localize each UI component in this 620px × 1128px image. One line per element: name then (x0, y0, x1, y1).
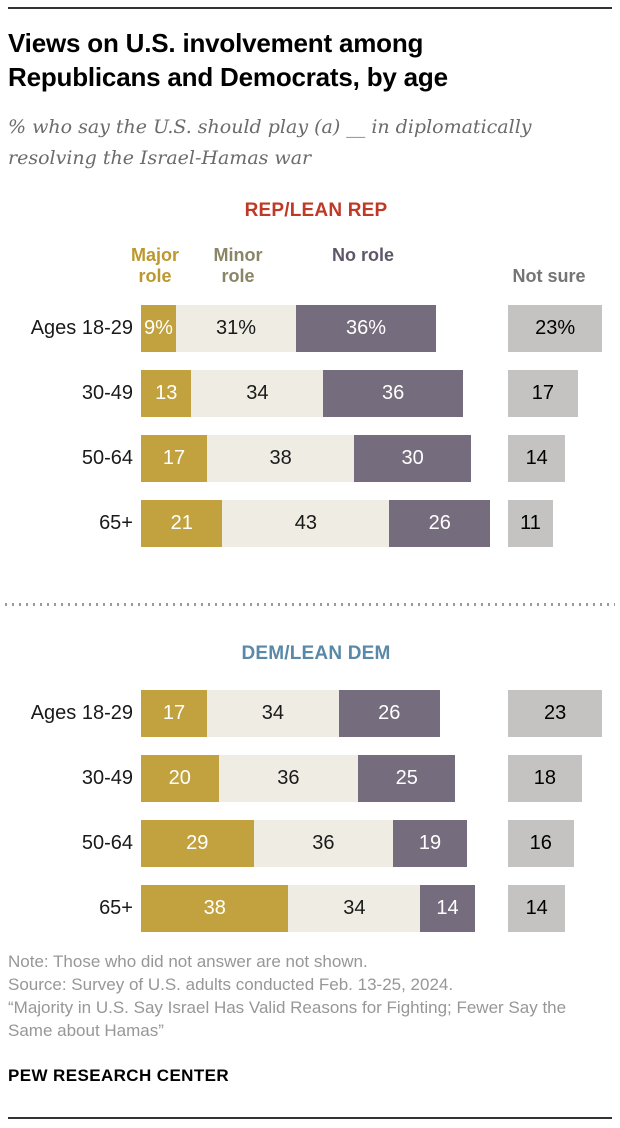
pew-research-center-wordmark: PEW RESEARCH CENTER (8, 1066, 230, 1085)
stacked-bar: 21 43 26 (141, 500, 491, 547)
age-group-label: 30-49 (81, 382, 133, 404)
no-role-segment: 25 (358, 755, 456, 802)
age-group-label: 65+ (99, 897, 133, 919)
no-role-segment: 26 (338, 690, 440, 737)
not-sure-bar: 23 (508, 690, 603, 737)
top-divider-line (8, 7, 612, 9)
age-group-label: Ages 18-29 (30, 317, 133, 339)
age-group-label: 30-49 (81, 767, 133, 789)
no-role-segment: 36% (296, 305, 436, 352)
minor-role-segment: 38 (206, 435, 355, 482)
not-sure-bar: 17 (508, 370, 578, 417)
table-row: Ages 18-29 17 34 26 23 (0, 690, 620, 737)
major-role-segment: 17 (141, 435, 207, 482)
dotted-section-divider (5, 603, 615, 606)
stacked-bar: 17 34 26 (141, 690, 440, 737)
chart-subtitle: % who say the U.S. should play (a) __ in… (8, 116, 532, 169)
minor-role-segment: 31% (175, 305, 297, 352)
table-row: 65+ 21 43 26 11 (0, 500, 620, 547)
stacked-bar: 9% 31% 36% (141, 305, 436, 352)
legend-no-role: No role (331, 245, 394, 265)
not-sure-bar: 14 (508, 885, 566, 932)
minor-role-segment: 34 (206, 690, 339, 737)
table-row: 50-64 29 36 19 16 (0, 820, 620, 867)
table-row: 50-64 17 38 30 14 (0, 435, 620, 482)
minor-role-segment: 36 (218, 755, 359, 802)
page-title: Views on U.S. involvement among Republic… (8, 28, 448, 92)
major-role-segment: 38 (141, 885, 289, 932)
not-sure-bar: 14 (508, 435, 566, 482)
stacked-bar: 38 34 14 (141, 885, 475, 932)
not-sure-bar: 23% (508, 305, 603, 352)
report-title-line: “Majority in U.S. Say Israel Has Valid R… (8, 998, 567, 1040)
footnotes: Note: Those who did not answer are not s… (8, 950, 588, 1042)
major-role-segment: 17 (141, 690, 207, 737)
dem-section-header: DEM/LEAN DEM (241, 643, 391, 664)
table-row: Ages 18-29 9% 31% 36% 23% (0, 305, 620, 352)
table-row: 30-49 13 34 36 17 (0, 370, 620, 417)
legend-major-role: Major role (130, 245, 179, 286)
stacked-bar: 29 36 19 (141, 820, 467, 867)
note-line: Note: Those who did not answer are not s… (8, 952, 368, 971)
age-group-label: Ages 18-29 (30, 702, 133, 724)
minor-role-segment: 43 (222, 500, 390, 547)
minor-role-segment: 34 (191, 370, 324, 417)
major-role-segment: 13 (141, 370, 192, 417)
no-role-segment: 30 (354, 435, 471, 482)
no-role-segment: 26 (389, 500, 491, 547)
legend-not-sure: Not sure (512, 266, 586, 286)
age-group-label: 50-64 (81, 447, 133, 469)
no-role-segment: 19 (393, 820, 467, 867)
legend-minor-role: Minor role (213, 245, 263, 286)
table-row: 30-49 20 36 25 18 (0, 755, 620, 802)
major-role-segment: 20 (141, 755, 219, 802)
no-role-segment: 14 (420, 885, 475, 932)
no-role-segment: 36 (323, 370, 464, 417)
major-role-segment: 29 (141, 820, 254, 867)
minor-role-segment: 36 (253, 820, 394, 867)
stacked-bar: 20 36 25 (141, 755, 456, 802)
source-line: Source: Survey of U.S. adults conducted … (8, 975, 454, 994)
not-sure-bar: 16 (508, 820, 574, 867)
bottom-divider-line (8, 1117, 612, 1119)
table-row: 65+ 38 34 14 14 (0, 885, 620, 932)
not-sure-bar: 18 (508, 755, 582, 802)
age-group-label: 65+ (99, 512, 133, 534)
stacked-bar: 13 34 36 (141, 370, 464, 417)
major-role-segment: 9% (141, 305, 176, 352)
major-role-segment: 21 (141, 500, 223, 547)
stacked-bar: 17 38 30 (141, 435, 471, 482)
rep-section-header: REP/LEAN REP (244, 200, 388, 221)
minor-role-segment: 34 (288, 885, 421, 932)
age-group-label: 50-64 (81, 832, 133, 854)
not-sure-bar: 11 (508, 500, 554, 547)
